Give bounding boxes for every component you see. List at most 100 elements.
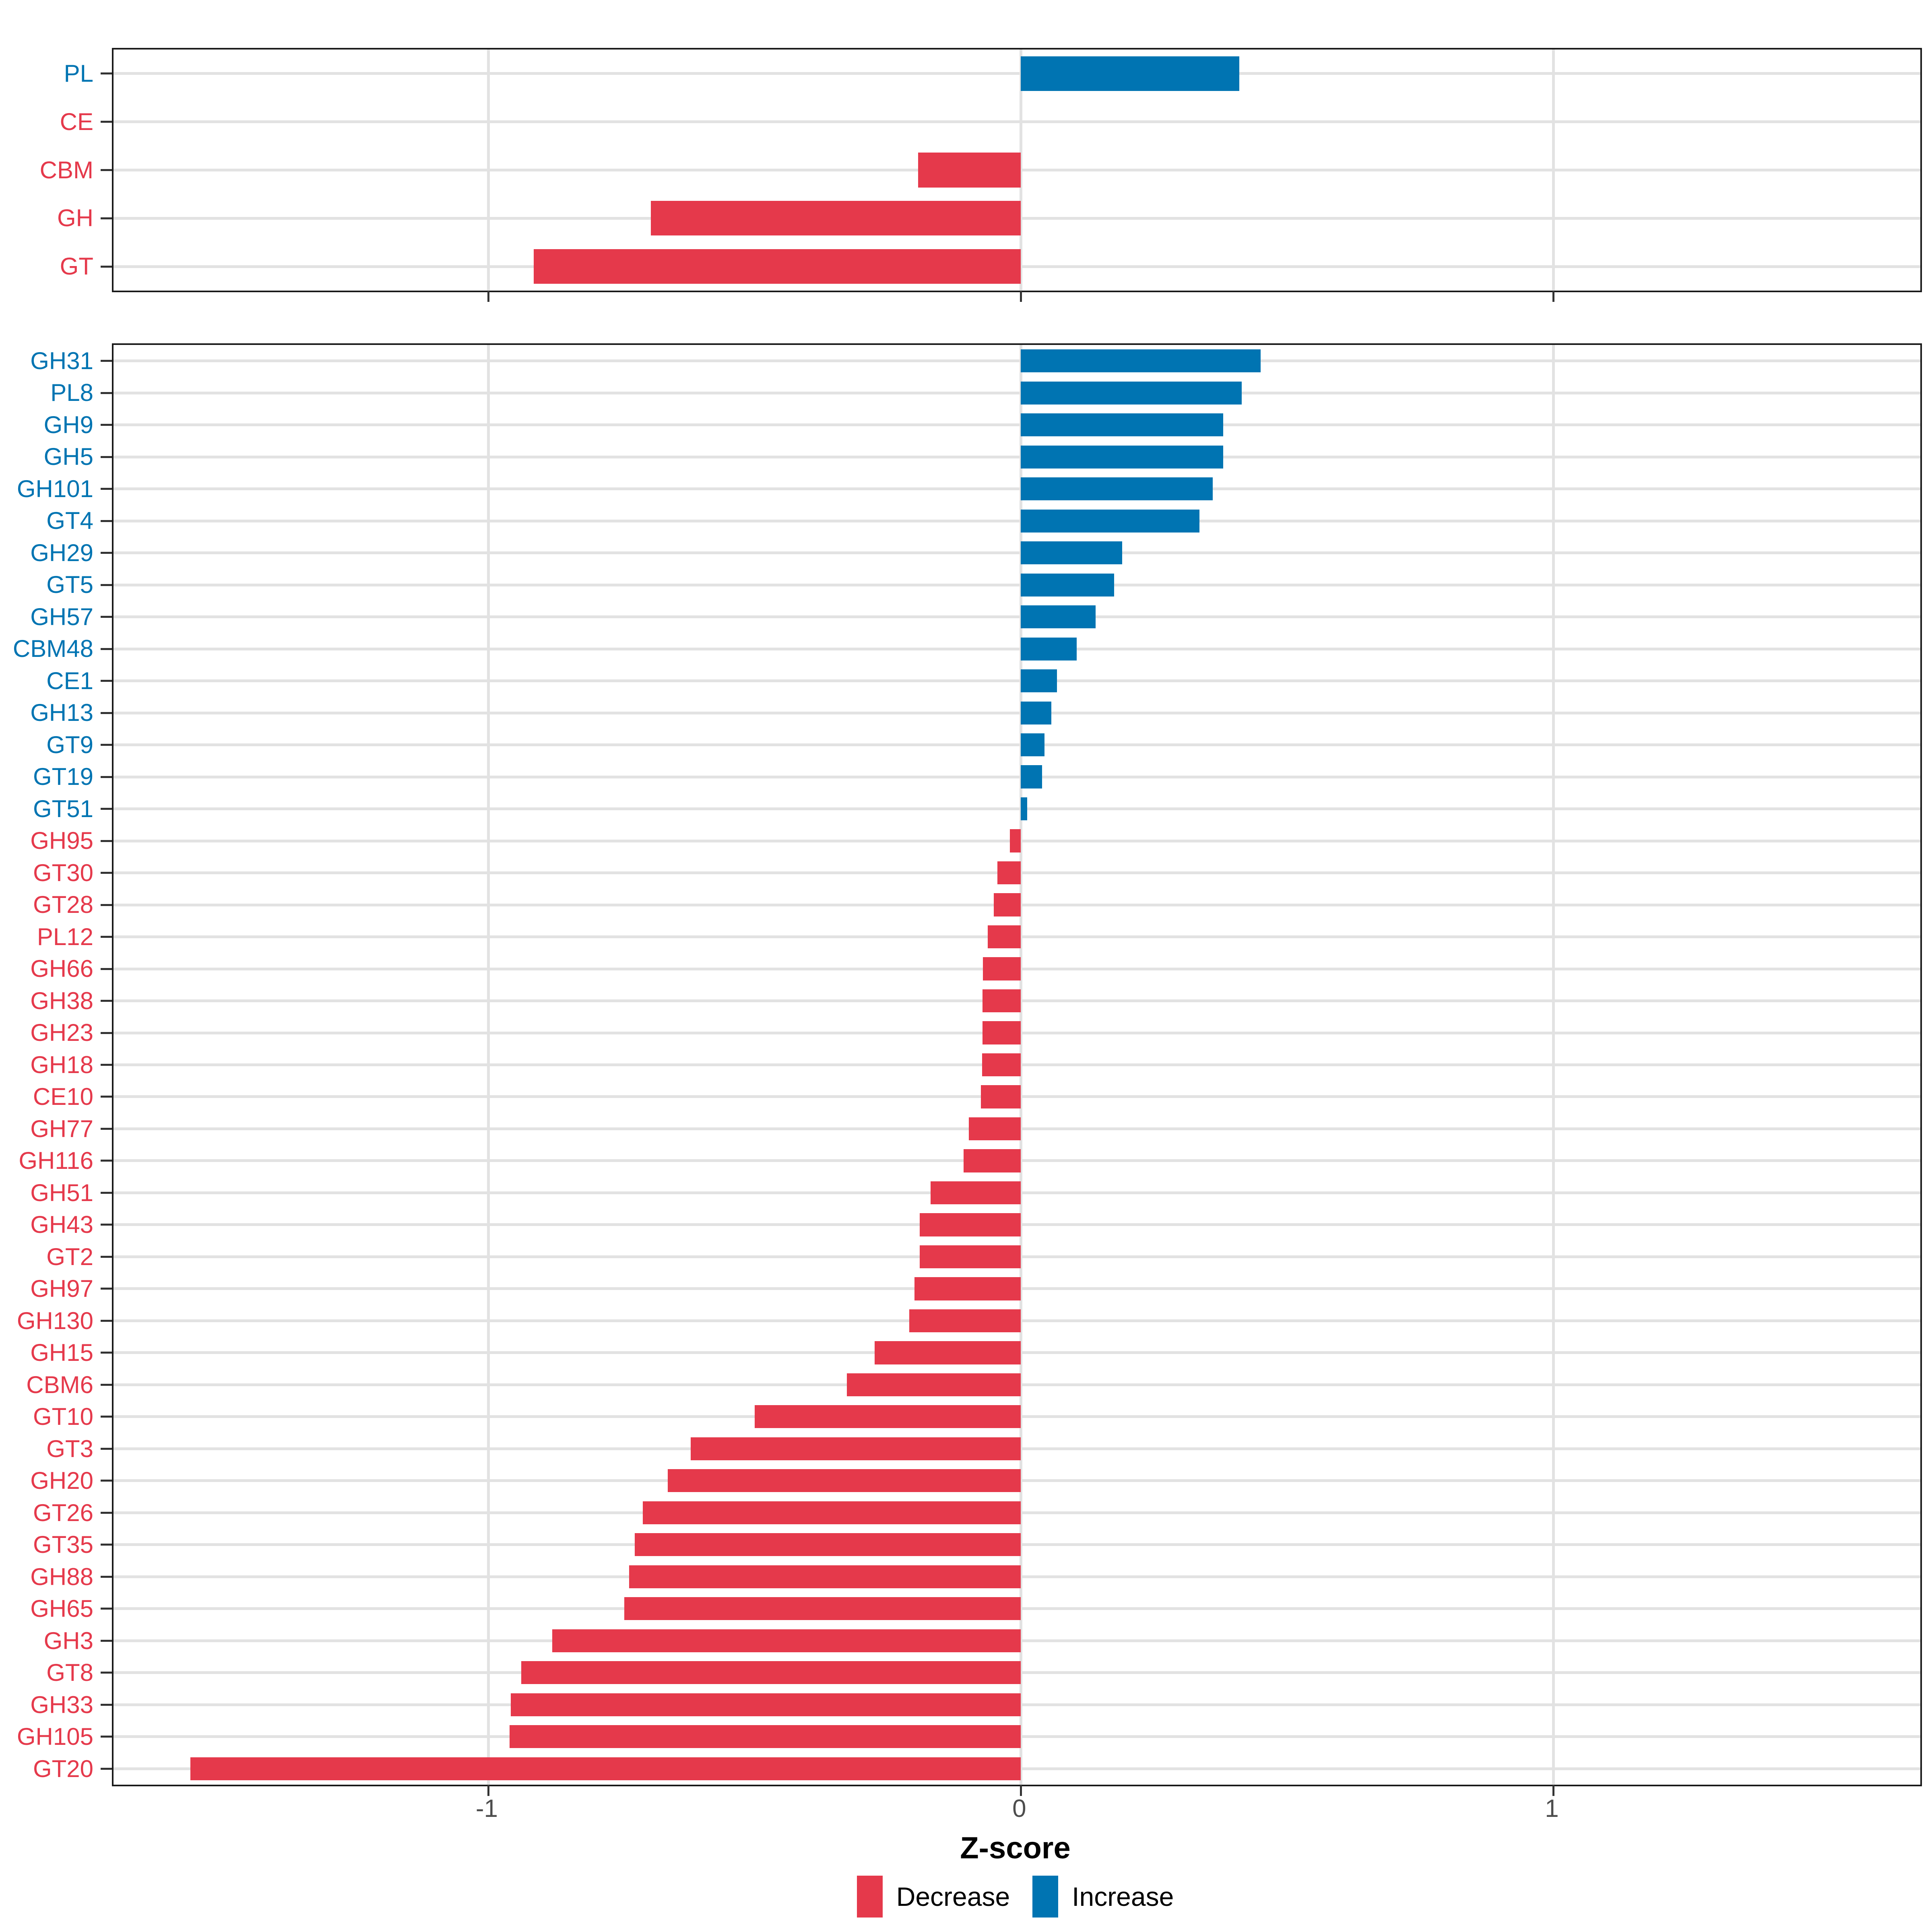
y-tick <box>101 616 112 618</box>
row-label-CBM48: CBM48 <box>12 635 93 663</box>
bar-GH43 <box>920 1213 1021 1236</box>
bar-GT20 <box>190 1757 1021 1780</box>
y-tick <box>101 1096 112 1098</box>
row-label-GT: GT <box>60 253 93 280</box>
y-tick <box>101 1703 112 1706</box>
top-panel: PL CE CBM GH GT <box>40 48 1922 302</box>
row-label-CE1: CE1 <box>46 667 93 694</box>
bar-CE10 <box>981 1085 1021 1108</box>
y-tick <box>101 1288 112 1290</box>
row-label-GH116: GH116 <box>19 1147 93 1174</box>
bar-GH77 <box>968 1117 1021 1141</box>
bar-GH130 <box>909 1309 1021 1332</box>
row-label-GH101: GH101 <box>17 475 93 502</box>
y-tick <box>101 584 112 586</box>
row-label-GH130: GH130 <box>17 1307 93 1334</box>
row-label-GH15: GH15 <box>30 1339 93 1366</box>
y-tick <box>101 552 112 554</box>
bar-GT4 <box>1021 509 1199 533</box>
bar-GT19 <box>1021 765 1042 788</box>
y-tick <box>101 169 112 171</box>
x-tick <box>487 291 489 302</box>
y-tick <box>101 424 112 426</box>
bar-GH95 <box>1009 829 1021 852</box>
bar-GT8 <box>521 1661 1021 1684</box>
row-label-CE10: CE10 <box>33 1083 93 1110</box>
h-gridline <box>114 72 1920 75</box>
h-gridline <box>114 583 1920 586</box>
row-label-GH97: GH97 <box>30 1275 93 1302</box>
bar-GT28 <box>993 893 1021 916</box>
row-label-GT26: GT26 <box>33 1499 93 1526</box>
y-tick <box>101 1544 112 1546</box>
y-tick <box>101 1575 112 1578</box>
row-label-GH13: GH13 <box>30 699 93 727</box>
row-label-GH65: GH65 <box>30 1595 93 1622</box>
y-tick <box>101 360 112 362</box>
y-tick <box>101 1352 112 1354</box>
row-label-GH23: GH23 <box>30 1019 93 1046</box>
row-label-GT19: GT19 <box>33 763 93 791</box>
bar-GH13 <box>1021 701 1051 724</box>
y-tick <box>101 488 112 490</box>
row-label-GT8: GT8 <box>46 1659 93 1686</box>
y-tick <box>101 265 112 268</box>
row-label-GT35: GT35 <box>33 1531 93 1558</box>
row-label-GH29: GH29 <box>30 539 93 566</box>
x-tick-label-0: 0 <box>1012 1795 1026 1823</box>
y-tick <box>101 1736 112 1738</box>
row-label-GT20: GT20 <box>33 1755 93 1782</box>
h-gridline <box>114 487 1920 491</box>
y-tick <box>101 840 112 842</box>
row-label-GH18: GH18 <box>30 1051 93 1078</box>
row-label-GT4: GT4 <box>46 507 93 535</box>
row-label-GH38: GH38 <box>30 987 93 1014</box>
row-label-GH95: GH95 <box>30 827 93 855</box>
x-tick <box>1552 1785 1554 1796</box>
row-label-GH43: GH43 <box>30 1211 93 1238</box>
y-tick <box>101 1000 112 1002</box>
h-gridline <box>114 743 1920 747</box>
bar-GH38 <box>983 989 1021 1013</box>
bar-GH20 <box>668 1469 1021 1492</box>
bar-GH18 <box>982 1053 1021 1077</box>
row-label-GT5: GT5 <box>46 571 93 599</box>
bar-GH33 <box>510 1693 1021 1716</box>
x-tick <box>1020 1785 1022 1796</box>
row-label-CE: CE <box>60 108 93 135</box>
y-tick <box>101 904 112 906</box>
bar-GT10 <box>754 1405 1021 1428</box>
bar-GT3 <box>691 1437 1021 1460</box>
row-label-GT3: GT3 <box>46 1435 93 1462</box>
row-label-GT51: GT51 <box>33 795 93 822</box>
row-label-CBM: CBM <box>39 156 93 184</box>
y-tick <box>101 1224 112 1226</box>
bar-GH105 <box>510 1725 1021 1748</box>
y-tick <box>101 72 112 75</box>
bar-GH23 <box>983 1021 1021 1044</box>
bar-GH66 <box>983 957 1021 980</box>
row-label-GH20: GH20 <box>30 1467 93 1494</box>
row-label-GH88: GH88 <box>30 1563 93 1590</box>
bar-GH3 <box>552 1629 1021 1652</box>
row-label-GH33: GH33 <box>30 1691 93 1718</box>
bar-GH <box>650 201 1021 236</box>
bar-GH29 <box>1021 541 1122 565</box>
bar-GH5 <box>1021 445 1224 469</box>
row-label-GT2: GT2 <box>46 1243 93 1270</box>
row-label-GT30: GT30 <box>33 859 93 886</box>
y-tick <box>101 936 112 938</box>
h-gridline <box>114 647 1920 650</box>
y-tick <box>101 456 112 458</box>
h-gridline <box>114 519 1920 522</box>
y-tick <box>101 520 112 522</box>
legend-label-decrease: Decrease <box>896 1882 1010 1911</box>
h-gridline <box>114 615 1920 619</box>
x-tick-label--1: -1 <box>475 1795 498 1823</box>
bar-GT2 <box>920 1245 1021 1269</box>
row-label-GT28: GT28 <box>33 891 93 919</box>
bar-GH57 <box>1021 605 1096 629</box>
bar-GH15 <box>874 1341 1021 1364</box>
h-gridline <box>114 807 1920 811</box>
